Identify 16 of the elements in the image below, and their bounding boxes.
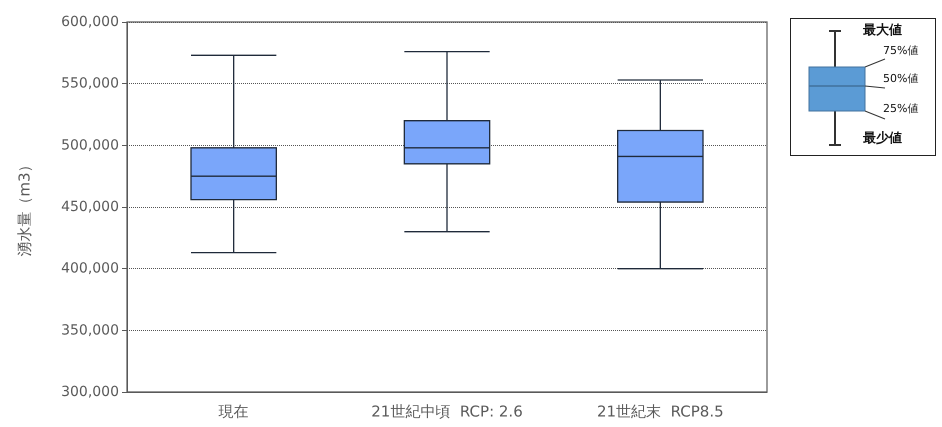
y-tick-label: 300,000: [61, 384, 119, 400]
y-tick-label: 550,000: [61, 76, 119, 92]
text: 25%値: [883, 101, 918, 117]
x-tick-label: 21世紀末 RCP8.5: [596, 402, 724, 420]
y-tick-label: 350,000: [61, 322, 119, 338]
y-tick-label: 500,000: [61, 137, 119, 154]
x-tick-label: 21世紀中頃 RCP: 2.6: [371, 402, 523, 420]
text: 50%値: [883, 71, 918, 87]
y-tick-label: 400,000: [61, 260, 119, 277]
y-tick-label: 450,000: [61, 199, 119, 215]
x-tick-label: 現在: [218, 402, 249, 420]
y-tick-label: 600,000: [61, 14, 119, 30]
text: 最大値: [863, 23, 902, 39]
text: 最少値: [863, 131, 902, 147]
text: 75%値: [883, 43, 918, 59]
y-axis-title: 湧水量（m3）: [16, 157, 34, 257]
